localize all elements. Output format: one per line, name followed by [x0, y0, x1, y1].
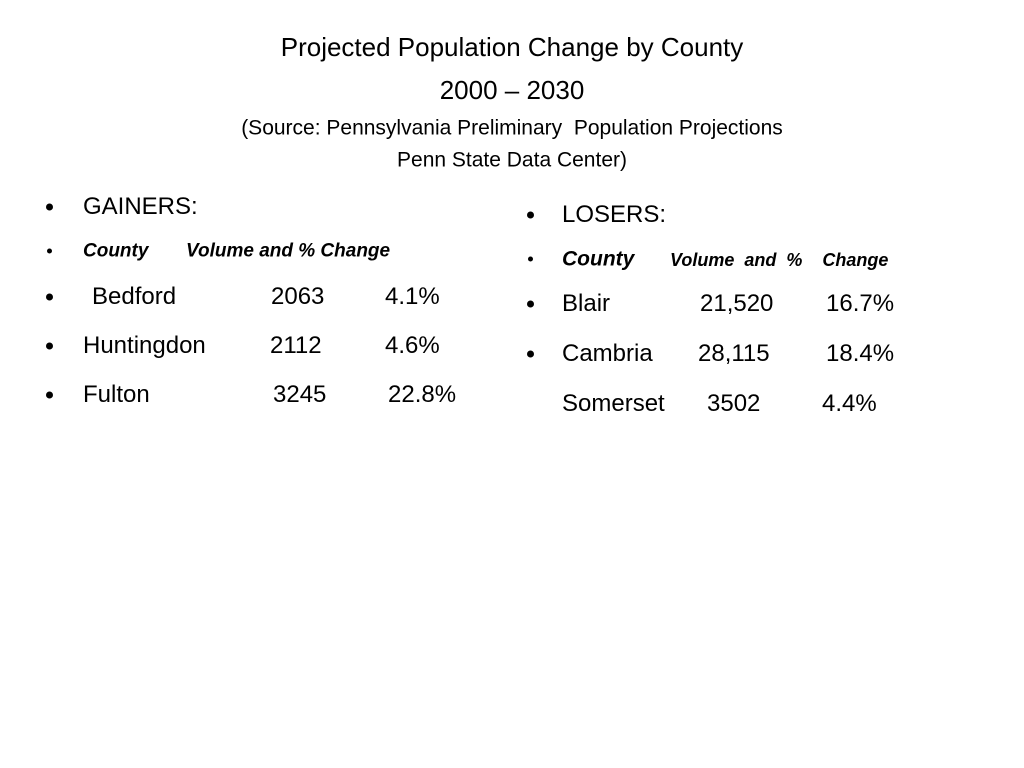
source-line: (Source: Pennsylvania Preliminary Popula…: [241, 116, 783, 140]
column-header: Volume and % Change: [186, 240, 391, 262]
percent: 4.1%: [385, 283, 440, 310]
volume: 3245: [273, 381, 327, 408]
bullet: [528, 256, 533, 262]
section-heading: GAINERS:: [83, 193, 198, 220]
county: Cambria: [562, 340, 653, 367]
county: Blair: [562, 290, 611, 317]
title-line: Projected Population Change by County: [280, 32, 744, 62]
volume: 2063: [271, 283, 325, 310]
bullet: [527, 211, 534, 219]
bullet: [46, 342, 53, 350]
section-heading: LOSERS:: [562, 201, 667, 228]
percent: 18.4%: [826, 340, 895, 367]
bullet: [527, 350, 534, 358]
bullet: [47, 248, 52, 254]
county: Fulton: [83, 381, 150, 408]
county: Somerset: [562, 390, 665, 417]
percent: 22.8%: [388, 381, 457, 408]
bullet: [527, 300, 534, 308]
percent: 4.6%: [385, 332, 440, 359]
column-header: Volume and % Change: [670, 250, 889, 270]
volume: 28,115: [698, 340, 770, 367]
bullet: [46, 293, 53, 301]
volume: 21,520: [700, 290, 774, 317]
column-header: County: [562, 247, 635, 271]
county: Bedford: [92, 283, 177, 310]
percent: 16.7%: [826, 290, 895, 317]
column-header: County: [83, 240, 149, 262]
county: Huntingdon: [83, 332, 206, 359]
source-line: Penn State Data Center): [397, 148, 627, 172]
percent: 4.4%: [822, 390, 877, 417]
bullet: [46, 203, 53, 211]
volume: 2112: [270, 332, 322, 359]
volume: 3502: [707, 390, 761, 417]
title-line: 2000 – 2030: [439, 75, 585, 105]
bullet: [46, 391, 53, 399]
